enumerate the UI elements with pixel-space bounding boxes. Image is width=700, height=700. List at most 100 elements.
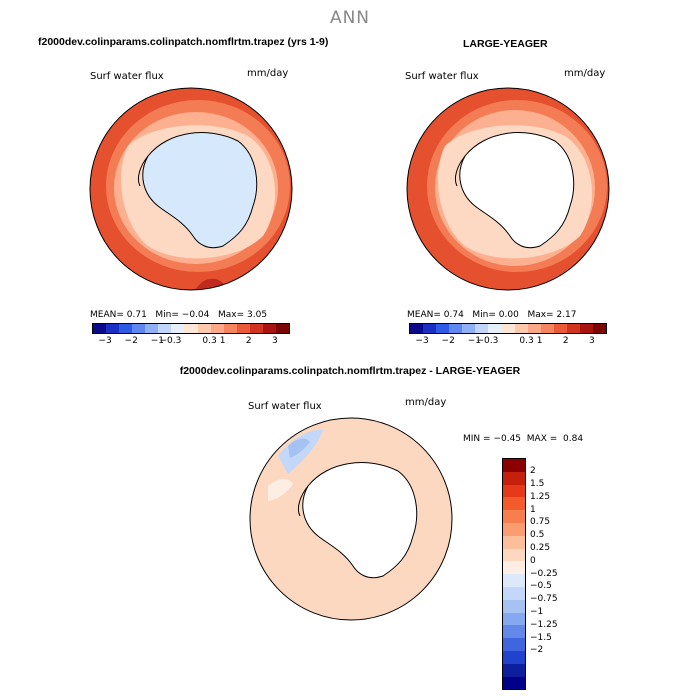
colorbar-swatch (503, 599, 525, 613)
colorbar-swatch (503, 548, 525, 562)
colorbar-swatch (106, 324, 120, 333)
panel1-mean-label: MEAN= (90, 310, 124, 320)
panel2-colorbar-labels: −3 −2 −1 −0.3 0.3 1 2 3 (409, 336, 605, 348)
colorbar-swatch (527, 324, 541, 333)
diff-band-near-zero (268, 478, 293, 501)
panel2-map-border (406, 87, 610, 291)
colorbar-swatch (423, 324, 437, 333)
panel3-max-label: MAX = (526, 434, 558, 444)
panel3-variable: Surf water flux (248, 401, 322, 412)
colorbar-swatch (503, 625, 525, 639)
colorbar-swatch (158, 324, 172, 333)
colorbar-label: −1 (467, 336, 481, 346)
antarctica-ice (142, 132, 258, 249)
colorbar-label: 1.25 (530, 491, 551, 502)
colorbar-swatch (503, 650, 525, 664)
panel1-max-label: Max= (217, 310, 245, 320)
colorbar-swatch (503, 484, 525, 498)
antarctica-land (302, 462, 418, 579)
colorbar-label: −1.25 (530, 619, 558, 630)
colorbar-label: −3 (98, 336, 112, 346)
colorbar-label: −3 (415, 336, 429, 346)
panel2-mean: 0.74 (443, 310, 464, 320)
panel1-header: f2000dev.colinparams.colinpatch.nomflrtm… (38, 36, 329, 48)
colorbar-swatch (275, 324, 289, 333)
colorbar-label: −0.3 (476, 336, 499, 346)
colorbar-swatch (503, 471, 525, 485)
colorbar-swatch (223, 324, 237, 333)
colorbar-swatch (197, 324, 211, 333)
colorbar-label: 1 (530, 504, 536, 515)
panel3-colorbar (502, 458, 526, 691)
colorbar-swatch (540, 324, 554, 333)
colorbar-swatch (93, 324, 107, 333)
colorbar-label: −2 (124, 336, 138, 346)
colorbar-label: −1 (530, 607, 544, 617)
colorbar-label: 3 (272, 336, 278, 346)
panel1-colorbar (92, 323, 290, 334)
colorbar-label: 2 (530, 466, 536, 477)
colorbar-swatch (592, 324, 606, 333)
antarctic-peninsula (297, 485, 309, 517)
colorbar-label: −1 (150, 336, 164, 346)
colorbar-label: −2 (530, 645, 544, 656)
panel3-min-label: MIN = (463, 434, 491, 444)
panel2-max-label: Max= (527, 310, 554, 320)
colorbar-label: −0.25 (530, 568, 558, 579)
panel2-min: 0.00 (498, 310, 519, 320)
colorbar-label: 1 (536, 336, 543, 346)
panel1-min: −0.04 (181, 310, 210, 320)
colorbar-swatch (514, 324, 528, 333)
colorbar-swatch (553, 324, 567, 333)
colorbar-swatch (503, 459, 525, 472)
panel3-map-border (249, 417, 453, 621)
colorbar-label: 3 (589, 336, 595, 346)
colorbar-label: −2 (441, 336, 455, 346)
panel3-units: mm/day (405, 397, 447, 408)
colorbar-swatch (210, 324, 224, 333)
colorbar-swatch (503, 663, 525, 677)
colorbar-swatch (501, 324, 515, 333)
colorbar-swatch (503, 612, 525, 626)
colorbar-swatch (503, 561, 525, 575)
panel3-header: f2000dev.colinparams.colinpatch.nomflrtm… (179, 365, 521, 377)
colorbar-swatch (262, 324, 276, 333)
colorbar-swatch (184, 324, 198, 333)
colorbar-swatch (119, 324, 133, 333)
panel2-header: LARGE-YEAGER (463, 38, 548, 50)
colorbar-swatch (503, 574, 525, 587)
colorbar-label: 0.25 (530, 543, 551, 553)
colorbar-swatch (410, 324, 424, 333)
colorbar-label: 0.3 (202, 336, 217, 346)
colorbar-label: 0 (530, 555, 536, 566)
panel1-variable: Surf water flux (90, 71, 164, 82)
panel2-stats: MEAN= 0.74 Min= 0.00 Max= 2.17 (407, 310, 577, 320)
colorbar-label: 1.5 (530, 479, 545, 489)
panel3-max: 0.84 (563, 434, 584, 444)
colorbar-swatch (249, 324, 263, 333)
panel2-variable: Surf water flux (405, 71, 479, 82)
colorbar-swatch (503, 535, 525, 549)
colorbar-label: 0.75 (530, 517, 551, 528)
panel1-max: 3.05 (247, 310, 268, 320)
colorbar-swatch (462, 324, 476, 333)
panel1-colorbar-labels: −3 −2 −1 −0.3 0.3 1 2 3 (92, 336, 288, 348)
colorbar-swatch (436, 324, 450, 333)
colorbar-swatch (503, 497, 525, 511)
colorbar-label: 2 (562, 336, 569, 346)
panel3-colorbar-labels: 2 1.5 1.25 1 0.75 0.5 0.25 0 −0.25 −0.5 −0.75 −1 −1.… (530, 458, 570, 690)
panel2-mean-label: MEAN= (407, 310, 441, 320)
antarctica-land (459, 132, 575, 249)
panel2-colorbar (409, 323, 607, 334)
colorbar-label: −1.5 (530, 632, 552, 643)
panel1-map-border (89, 87, 293, 291)
panel1-mean: 0.71 (126, 310, 147, 320)
colorbar-label: −0.3 (159, 336, 182, 346)
colorbar-swatch (503, 676, 525, 690)
colorbar-label: 0.3 (519, 336, 534, 346)
antarctic-peninsula (454, 155, 466, 187)
panel2-units: mm/day (564, 68, 606, 79)
colorbar-swatch (236, 324, 250, 333)
colorbar-swatch (171, 324, 185, 333)
colorbar-swatch (145, 324, 159, 333)
